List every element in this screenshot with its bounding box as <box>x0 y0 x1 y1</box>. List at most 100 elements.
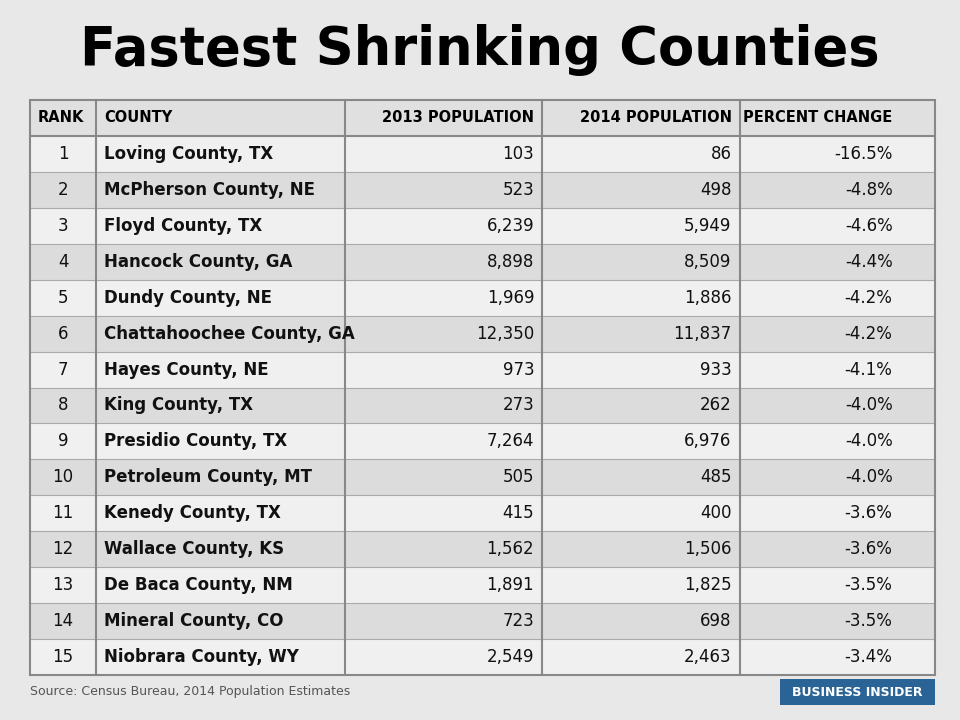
Bar <box>30 459 935 495</box>
Text: 1: 1 <box>58 145 68 163</box>
Text: Source: Census Bureau, 2014 Population Estimates: Source: Census Bureau, 2014 Population E… <box>30 685 350 698</box>
Text: 505: 505 <box>503 468 534 486</box>
Bar <box>30 603 935 639</box>
Text: -4.4%: -4.4% <box>845 253 893 271</box>
Text: 1,825: 1,825 <box>684 576 732 594</box>
Text: 485: 485 <box>700 468 732 486</box>
Bar <box>30 351 935 387</box>
Text: RANK: RANK <box>38 110 84 125</box>
Bar <box>30 100 935 136</box>
Text: Niobrara County, WY: Niobrara County, WY <box>104 648 299 666</box>
Text: 11,837: 11,837 <box>673 325 732 343</box>
Text: 15: 15 <box>53 648 74 666</box>
Text: COUNTY: COUNTY <box>104 110 172 125</box>
Text: 273: 273 <box>502 397 534 415</box>
Text: Fastest Shrinking Counties: Fastest Shrinking Counties <box>81 24 879 76</box>
Bar <box>30 567 935 603</box>
Text: 2014 POPULATION: 2014 POPULATION <box>580 110 732 125</box>
Text: -4.0%: -4.0% <box>845 433 893 451</box>
Text: -4.1%: -4.1% <box>845 361 893 379</box>
Text: 1,506: 1,506 <box>684 540 732 558</box>
Text: -3.5%: -3.5% <box>845 612 893 630</box>
Text: 14: 14 <box>53 612 74 630</box>
Text: Loving County, TX: Loving County, TX <box>104 145 274 163</box>
Text: 12: 12 <box>53 540 74 558</box>
Text: 1,969: 1,969 <box>487 289 534 307</box>
Text: 933: 933 <box>700 361 732 379</box>
Text: King County, TX: King County, TX <box>104 397 253 415</box>
Bar <box>30 531 935 567</box>
Text: -4.6%: -4.6% <box>845 217 893 235</box>
Text: 7: 7 <box>58 361 68 379</box>
Text: 973: 973 <box>503 361 534 379</box>
Text: Chattahoochee County, GA: Chattahoochee County, GA <box>104 325 355 343</box>
Text: 2013 POPULATION: 2013 POPULATION <box>382 110 534 125</box>
Bar <box>30 244 935 279</box>
Bar <box>30 279 935 315</box>
Text: Petroleum County, MT: Petroleum County, MT <box>104 468 312 486</box>
Text: 1,562: 1,562 <box>487 540 534 558</box>
Text: 415: 415 <box>503 504 534 522</box>
Text: -3.6%: -3.6% <box>845 540 893 558</box>
Text: -3.5%: -3.5% <box>845 576 893 594</box>
Text: 8,509: 8,509 <box>684 253 732 271</box>
Text: 2,463: 2,463 <box>684 648 732 666</box>
Text: 262: 262 <box>700 397 732 415</box>
Text: 86: 86 <box>710 145 732 163</box>
Text: PERCENT CHANGE: PERCENT CHANGE <box>743 110 893 125</box>
Text: McPherson County, NE: McPherson County, NE <box>104 181 315 199</box>
Text: 1,886: 1,886 <box>684 289 732 307</box>
Text: 4: 4 <box>58 253 68 271</box>
Text: 698: 698 <box>700 612 732 630</box>
Text: -4.0%: -4.0% <box>845 397 893 415</box>
Text: -3.6%: -3.6% <box>845 504 893 522</box>
Text: Presidio County, TX: Presidio County, TX <box>104 433 287 451</box>
Text: 3: 3 <box>58 217 68 235</box>
Bar <box>30 495 935 531</box>
Text: 11: 11 <box>53 504 74 522</box>
Text: 6,976: 6,976 <box>684 433 732 451</box>
Bar <box>30 315 935 351</box>
Text: 723: 723 <box>502 612 534 630</box>
Text: -4.2%: -4.2% <box>845 325 893 343</box>
Bar <box>780 679 935 705</box>
Text: 9: 9 <box>58 433 68 451</box>
Text: Mineral County, CO: Mineral County, CO <box>104 612 283 630</box>
Text: 5,949: 5,949 <box>684 217 732 235</box>
Text: Dundy County, NE: Dundy County, NE <box>104 289 272 307</box>
Text: 5: 5 <box>58 289 68 307</box>
Text: 523: 523 <box>502 181 534 199</box>
Bar <box>30 100 935 675</box>
Text: 12,350: 12,350 <box>476 325 534 343</box>
Bar <box>30 387 935 423</box>
Text: 10: 10 <box>53 468 74 486</box>
Text: -4.0%: -4.0% <box>845 468 893 486</box>
Text: -3.4%: -3.4% <box>845 648 893 666</box>
Bar <box>30 639 935 675</box>
Text: Wallace County, KS: Wallace County, KS <box>104 540 284 558</box>
Bar <box>30 423 935 459</box>
Text: 13: 13 <box>53 576 74 594</box>
Text: -4.2%: -4.2% <box>845 289 893 307</box>
Text: 6,239: 6,239 <box>487 217 534 235</box>
Text: Hancock County, GA: Hancock County, GA <box>104 253 293 271</box>
Text: De Baca County, NM: De Baca County, NM <box>104 576 293 594</box>
Text: Kenedy County, TX: Kenedy County, TX <box>104 504 281 522</box>
Text: Floyd County, TX: Floyd County, TX <box>104 217 262 235</box>
Text: -4.8%: -4.8% <box>845 181 893 199</box>
Text: Hayes County, NE: Hayes County, NE <box>104 361 269 379</box>
Text: 103: 103 <box>502 145 534 163</box>
Text: 400: 400 <box>700 504 732 522</box>
Text: -16.5%: -16.5% <box>834 145 893 163</box>
Text: 498: 498 <box>700 181 732 199</box>
Text: 6: 6 <box>58 325 68 343</box>
Bar <box>30 172 935 208</box>
Text: 1,891: 1,891 <box>487 576 534 594</box>
Text: 8,898: 8,898 <box>487 253 534 271</box>
Text: 8: 8 <box>58 397 68 415</box>
Text: 7,264: 7,264 <box>487 433 534 451</box>
Bar <box>30 136 935 172</box>
Text: 2: 2 <box>58 181 68 199</box>
Text: BUSINESS INSIDER: BUSINESS INSIDER <box>792 685 923 698</box>
Text: 2,549: 2,549 <box>487 648 534 666</box>
